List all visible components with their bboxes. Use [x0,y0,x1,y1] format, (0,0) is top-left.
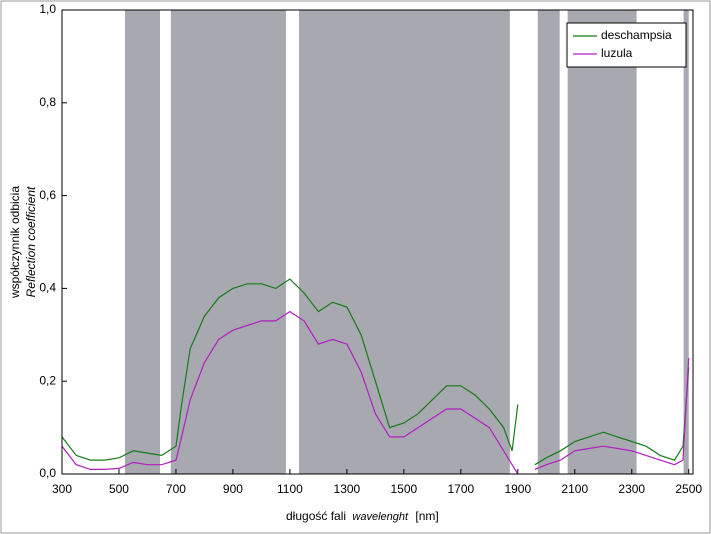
y-label-sub: Reflection coefficient [24,186,38,297]
x-label-main: długość fali [286,509,346,523]
shaded-span [567,10,637,474]
y-tick-label: 0,0 [39,466,56,480]
y-tick-label: 0,8 [39,95,56,109]
shaded-spans [124,10,689,474]
x-tick-label: 2100 [561,482,588,496]
legend-label: deschampsia [601,28,672,42]
x-tick-label: 1900 [504,482,531,496]
x-label-italic: wavelenght [352,511,409,523]
series-line [61,310,690,475]
x-tick-label: 2300 [618,482,645,496]
y-tick-label: 0,4 [39,281,56,295]
x-tick-label: 1700 [447,482,474,496]
shaded-span [124,10,160,474]
x-tick-label: 1500 [390,482,417,496]
series-line [61,278,690,466]
x-tick-label: 1300 [334,482,361,496]
y-tick-label: 0,6 [39,188,56,202]
x-label: długość fali wavelenght [nm] [286,509,439,523]
x-tick-label: 1100 [277,482,303,496]
y-tick-label: 1,0 [39,2,56,16]
legend: deschampsia luzula [566,22,687,68]
x-tick-label: 500 [109,482,129,496]
plot-frame [61,9,694,475]
shaded-span [537,10,560,474]
x-tick-label: 700 [166,482,186,496]
lines [61,278,690,475]
x-tick-label: 2500 [675,482,702,496]
x-tick-label: 900 [223,482,243,496]
x-label-unit: [nm] [415,509,438,523]
y-label: współczynnik odbicia [8,186,22,299]
shaded-span [683,10,689,474]
y-tick-label: 0,2 [39,373,56,387]
legend-label: luzula [601,46,633,60]
shaded-span [299,10,510,474]
legend-box [566,22,687,68]
ticks: 300 500 700 900 1100 1300 1500 1700 1900 2100 2300… [39,2,702,496]
x-tick-label: 300 [52,482,72,496]
shaded-span [170,10,286,474]
